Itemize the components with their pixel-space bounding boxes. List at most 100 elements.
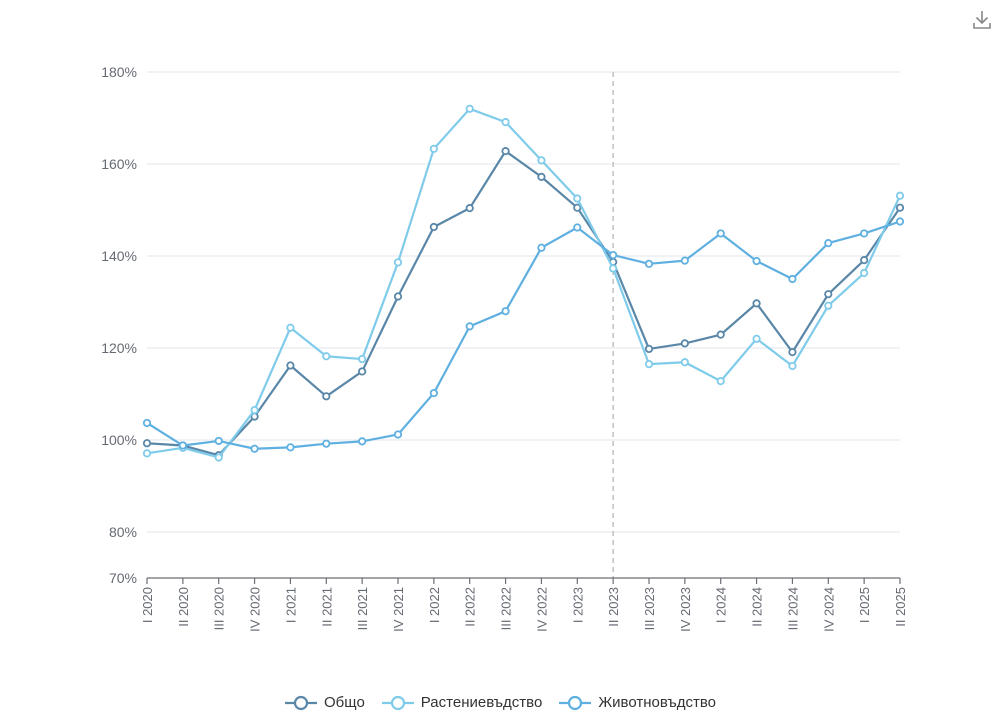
data-point[interactable] bbox=[322, 439, 331, 448]
data-point[interactable] bbox=[429, 222, 438, 232]
data-point[interactable] bbox=[358, 367, 367, 376]
x-tick-label: II 2021 bbox=[319, 587, 334, 627]
data-point[interactable] bbox=[286, 323, 295, 332]
x-tick-label: II 2025 bbox=[893, 587, 908, 627]
data-point[interactable] bbox=[824, 239, 833, 248]
series-line bbox=[146, 107, 901, 459]
series-lines bbox=[142, 104, 905, 462]
x-tick-label: II 2020 bbox=[176, 587, 191, 627]
legend-swatch-icon bbox=[381, 695, 414, 710]
legend-item[interactable]: Животновъдство bbox=[558, 694, 716, 711]
data-point[interactable] bbox=[644, 344, 654, 354]
data-point[interactable] bbox=[178, 441, 187, 450]
data-point[interactable] bbox=[142, 418, 152, 428]
data-point[interactable] bbox=[501, 307, 510, 316]
data-point[interactable] bbox=[286, 361, 295, 370]
data-point[interactable] bbox=[895, 191, 905, 200]
data-point[interactable] bbox=[573, 223, 582, 232]
data-point[interactable] bbox=[358, 354, 367, 364]
legend-swatch-icon bbox=[285, 695, 318, 710]
data-point[interactable] bbox=[429, 388, 438, 398]
data-point[interactable] bbox=[322, 392, 331, 401]
data-point[interactable] bbox=[609, 264, 618, 273]
data-point[interactable] bbox=[393, 430, 403, 439]
data-point[interactable] bbox=[716, 330, 725, 339]
series-line bbox=[146, 150, 901, 457]
data-point[interactable] bbox=[393, 258, 403, 267]
data-point[interactable] bbox=[573, 194, 582, 203]
legend-swatch-icon bbox=[559, 695, 592, 710]
data-point[interactable] bbox=[788, 348, 797, 357]
data-point[interactable] bbox=[322, 352, 331, 361]
data-point[interactable] bbox=[788, 361, 797, 371]
series-3 bbox=[142, 217, 905, 453]
series-2 bbox=[142, 104, 905, 462]
data-point[interactable] bbox=[609, 250, 618, 260]
data-point[interactable] bbox=[644, 359, 654, 369]
y-tick-label: 100% bbox=[101, 432, 137, 448]
data-point[interactable] bbox=[214, 436, 223, 446]
y-tick-label: 80% bbox=[109, 524, 137, 540]
data-point[interactable] bbox=[286, 443, 295, 452]
legend-item[interactable]: Растениевъдство bbox=[381, 694, 543, 711]
data-point[interactable] bbox=[716, 377, 725, 386]
data-point[interactable] bbox=[752, 334, 761, 343]
data-point[interactable] bbox=[752, 299, 761, 308]
data-point[interactable] bbox=[644, 259, 654, 268]
data-point[interactable] bbox=[537, 156, 546, 165]
data-point[interactable] bbox=[895, 203, 905, 212]
data-point[interactable] bbox=[860, 268, 869, 278]
y-tick-label: 180% bbox=[101, 64, 137, 80]
x-axis bbox=[146, 577, 901, 584]
y-tick-label: 120% bbox=[101, 340, 137, 356]
y-axis-ticks: 70% 80% 100% 120% 140% 160% 180% bbox=[101, 64, 137, 586]
x-tick-label: II 2024 bbox=[750, 587, 765, 627]
legend: Общо Растениевъдство Животновъдство bbox=[0, 694, 1000, 711]
data-point[interactable] bbox=[824, 301, 833, 310]
data-point[interactable] bbox=[788, 274, 797, 284]
data-point[interactable] bbox=[716, 229, 725, 238]
data-point[interactable] bbox=[573, 203, 582, 212]
data-point[interactable] bbox=[358, 437, 367, 446]
data-point[interactable] bbox=[860, 256, 869, 265]
x-tick-label: I 2024 bbox=[714, 587, 729, 623]
x-tick-label: III 2020 bbox=[212, 587, 227, 630]
data-point[interactable] bbox=[537, 243, 546, 252]
data-point[interactable] bbox=[537, 172, 546, 181]
x-axis-ticks: I 2020 II 2020 III 2020 IV 2020 I 2021 II 202… bbox=[140, 587, 908, 632]
line-chart: 70% 80% 100% 120% 140% 160% 180% I 2020 II 2020… bbox=[101, 64, 908, 632]
data-point[interactable] bbox=[680, 256, 689, 265]
legend-item[interactable]: Общо bbox=[284, 694, 365, 711]
x-tick-label: IV 2020 bbox=[248, 587, 263, 632]
data-point[interactable] bbox=[465, 322, 474, 331]
data-point[interactable] bbox=[393, 292, 403, 301]
x-tick-label: III 2021 bbox=[355, 587, 370, 630]
data-point[interactable] bbox=[752, 256, 761, 266]
data-point[interactable] bbox=[142, 449, 152, 458]
x-tick-label: III 2023 bbox=[642, 587, 657, 630]
x-tick-label: I 2022 bbox=[427, 587, 442, 623]
legend-label: Растениевъдство bbox=[420, 694, 543, 711]
data-point[interactable] bbox=[501, 118, 510, 127]
x-tick-label: I 2021 bbox=[283, 587, 298, 623]
data-point[interactable] bbox=[250, 444, 259, 453]
x-tick-label: III 2024 bbox=[785, 587, 800, 630]
data-point[interactable] bbox=[680, 358, 689, 367]
data-point[interactable] bbox=[860, 229, 869, 238]
data-point[interactable] bbox=[501, 147, 510, 156]
download-icon bbox=[973, 11, 991, 29]
data-point[interactable] bbox=[142, 439, 152, 448]
data-point[interactable] bbox=[824, 290, 833, 299]
data-point[interactable] bbox=[680, 339, 689, 348]
data-point[interactable] bbox=[465, 104, 474, 113]
series-line bbox=[146, 220, 901, 450]
y-tick-label: 140% bbox=[101, 248, 137, 264]
data-point[interactable] bbox=[895, 217, 905, 226]
data-point[interactable] bbox=[465, 204, 474, 213]
data-point[interactable] bbox=[429, 144, 438, 153]
data-point[interactable] bbox=[250, 405, 259, 415]
x-tick-label: I 2020 bbox=[140, 587, 155, 623]
x-tick-label: IV 2024 bbox=[821, 587, 836, 632]
download-button[interactable] bbox=[970, 8, 994, 32]
data-point[interactable] bbox=[214, 453, 223, 462]
